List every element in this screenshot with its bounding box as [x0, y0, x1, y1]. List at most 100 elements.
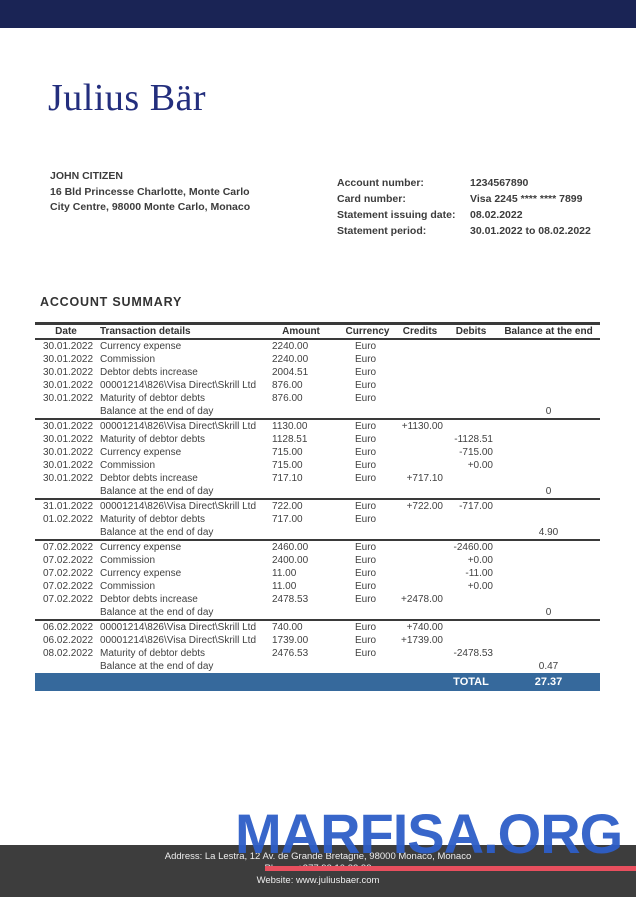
- cell-balance: [497, 353, 600, 366]
- cell-details: Debtor debts increase: [100, 366, 198, 378]
- cell-amount: 2240.00: [272, 340, 309, 352]
- cell-currency: Euro: [355, 513, 377, 525]
- cell-details: Maturity of debtor debts: [100, 433, 206, 445]
- cell-currency: Euro: [355, 392, 377, 404]
- cell-currency: Euro: [355, 580, 377, 592]
- cell-credits: [395, 339, 445, 353]
- table-row: 30.01.2022 Currency expense 2240.00 Euro: [35, 339, 600, 353]
- cell-details: Maturity of debtor debts: [100, 392, 206, 404]
- transaction-group: 31.01.2022 00001214\826\Visa Direct\Skril…: [35, 499, 600, 540]
- cell-balance: [497, 419, 600, 433]
- cell-balance: [497, 446, 600, 459]
- statement-table: Date Transaction details Amount Currency…: [35, 322, 600, 691]
- cell-debits: +0.00: [467, 459, 493, 471]
- table-row: 08.02.2022 Maturity of debtor debts 2476.5…: [35, 647, 600, 660]
- cell-credits: [395, 580, 445, 593]
- cell-currency: Euro: [355, 472, 377, 484]
- cell-debits: [445, 339, 497, 353]
- cell-date: [35, 660, 97, 673]
- table-row: 30.01.2022 Maturity of debtor debts 1128.5…: [35, 433, 600, 446]
- transaction-group: 07.02.2022 Currency expense 2460.00 Euro -24…: [35, 540, 600, 620]
- cell-balance: [497, 499, 600, 513]
- cell-balance: [497, 339, 600, 353]
- table-header: Date Transaction details Amount Currency…: [35, 323, 600, 339]
- cell-date: 06.02.2022: [43, 621, 94, 633]
- cell-date: 07.02.2022: [43, 567, 94, 579]
- cell-date: 01.02.2022: [43, 513, 94, 525]
- cell-balance: [497, 459, 600, 472]
- table-row: 06.02.2022 00001214\826\Visa Direct\Skril…: [35, 620, 600, 634]
- account-number-label: Account number:: [337, 177, 424, 189]
- table-row: 31.01.2022 00001214\826\Visa Direct\Skril…: [35, 499, 600, 513]
- cell-date: 30.01.2022: [43, 459, 94, 471]
- cell-details: Currency expense: [100, 541, 182, 553]
- cell-date: 30.01.2022: [43, 353, 94, 365]
- cell-debits: -11.00: [465, 567, 493, 579]
- cell-details: 00001214\826\Visa Direct\Skrill Ltd: [100, 634, 257, 646]
- cell-balance: [497, 366, 600, 379]
- footer-bar: Address: La Lestra, 12 Av. de Grande Bre…: [0, 845, 636, 897]
- cell-debits: [445, 419, 497, 433]
- cell-date: 08.02.2022: [43, 647, 94, 659]
- cell-amount: 11.00: [272, 567, 297, 579]
- cell-credits: [395, 433, 445, 446]
- account-number-value: 1234567890: [470, 177, 529, 189]
- table-row: 30.01.2022 00001214\826\Visa Direct\Skril…: [35, 419, 600, 433]
- cell-amount: 717.00: [272, 513, 303, 525]
- table-row: 01.02.2022 Maturity of debtor debts 717.00…: [35, 513, 600, 526]
- issuing-date-row: Statement issuing date: 08.02.2022: [337, 207, 591, 223]
- cell-amount: 2240.00: [272, 353, 309, 365]
- cell-date: 30.01.2022: [43, 472, 94, 484]
- cell-details: Currency expense: [100, 340, 182, 352]
- cell-date: [35, 606, 97, 620]
- cell-credits: +2478.00: [401, 593, 443, 605]
- balance-of-day-label: Balance at the end of day: [100, 606, 214, 618]
- customer-block: JOHN CITIZEN 16 Bld Princesse Charlotte,…: [50, 169, 250, 216]
- total-row: TOTAL 27.37: [35, 672, 600, 691]
- cell-currency: Euro: [355, 647, 377, 659]
- cell-credits: [395, 554, 445, 567]
- cell-debits: [445, 353, 497, 366]
- cell-debits: [445, 366, 497, 379]
- cell-credits: [395, 379, 445, 392]
- table-row: 30.01.2022 Commission 715.00 Euro +0.00: [35, 459, 600, 472]
- table-row: 30.01.2022 Debtor debts increase 2004.51 Eu…: [35, 366, 600, 379]
- cell-amount: [262, 526, 340, 540]
- cell-debits: [445, 526, 497, 540]
- balance-of-day-value: 0: [545, 485, 552, 497]
- footer-address: Address: La Lestra, 12 Av. de Grande Bre…: [164, 851, 472, 862]
- cell-details: 00001214\826\Visa Direct\Skrill Ltd: [100, 621, 257, 633]
- cell-balance: [497, 580, 600, 593]
- balance-row: Balance at the end of day 0.47: [35, 660, 600, 673]
- cell-balance: [497, 554, 600, 567]
- cell-currency: Euro: [355, 420, 377, 432]
- table-row: 30.01.2022 00001214\826\Visa Direct\Skril…: [35, 379, 600, 392]
- cell-amount: 740.00: [272, 621, 303, 633]
- cell-details: Commission: [100, 353, 156, 365]
- cell-debits: [445, 405, 497, 419]
- cell-currency: Euro: [355, 433, 377, 445]
- table-row: 07.02.2022 Currency expense 2460.00 Euro -24…: [35, 540, 600, 554]
- balance-row: Balance at the end of day 0: [35, 485, 600, 499]
- cell-amount: 717.10: [272, 472, 303, 484]
- cell-currency: [340, 660, 395, 673]
- cell-details: Commission: [100, 554, 156, 566]
- cell-date: 30.01.2022: [43, 340, 94, 352]
- issuing-date-label: Statement issuing date:: [337, 209, 456, 221]
- cell-amount: 715.00: [272, 459, 303, 471]
- cell-currency: Euro: [355, 379, 377, 391]
- cell-credits: [395, 446, 445, 459]
- account-summary-title: ACCOUNT SUMMARY: [40, 295, 183, 309]
- table-row: 07.02.2022 Debtor debts increase 2478.53 Eu…: [35, 593, 600, 606]
- table-row: 30.01.2022 Commission 2240.00 Euro: [35, 353, 600, 366]
- statement-period-row: Statement period: 30.01.2022 to 08.02.20…: [337, 223, 591, 239]
- cell-credits: [395, 485, 445, 499]
- cell-credits: +717.10: [406, 472, 443, 484]
- total-value: 27.37: [534, 675, 563, 688]
- cell-details: Currency expense: [100, 567, 182, 579]
- cell-amount: 2476.53: [272, 647, 309, 659]
- total-label: TOTAL: [453, 675, 489, 688]
- cell-currency: [340, 606, 395, 620]
- cell-debits: +0.00: [467, 580, 493, 592]
